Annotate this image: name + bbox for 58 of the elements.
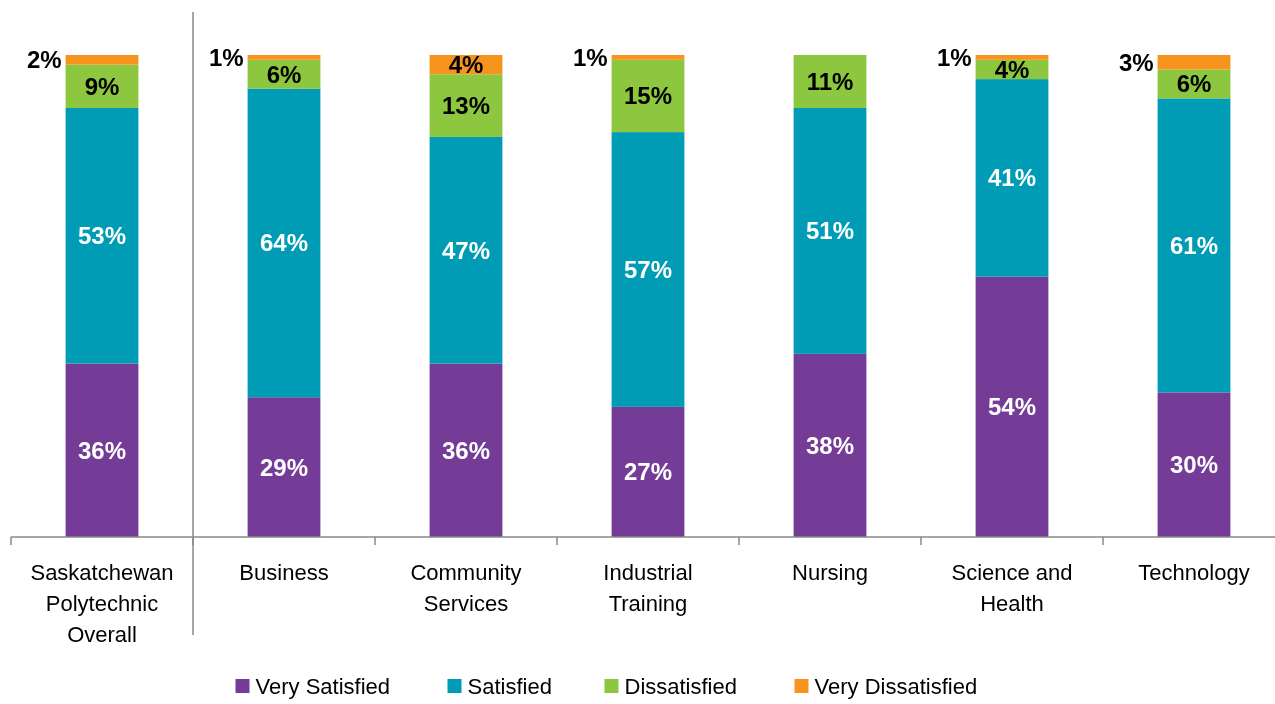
data-label: 30%: [1169, 451, 1219, 479]
bar: [1157, 98, 1231, 393]
x-tick-label: Technology: [1138, 559, 1250, 585]
x-tick-label: Industrial Training: [603, 559, 693, 616]
data-label: 11%: [806, 68, 854, 96]
x-tick-label: Saskatchewan Polytechnic Overall: [30, 559, 174, 647]
data-label: 51%: [805, 217, 855, 245]
data-label: 15%: [623, 82, 673, 110]
data-label: 3%: [1118, 48, 1154, 76]
data-label: 13%: [441, 92, 491, 120]
data-label: 29%: [259, 453, 309, 481]
data-label: 61%: [1169, 231, 1219, 259]
data-label: 1%: [208, 43, 244, 71]
bar: [247, 55, 321, 60]
bar: [429, 136, 503, 364]
bar: [247, 397, 321, 537]
bar: [611, 59, 685, 133]
data-label: 1%: [936, 43, 972, 71]
legend-label: Dissatisfied: [624, 673, 737, 699]
legend-label: Satisfied: [467, 673, 552, 699]
data-label: 41%: [987, 164, 1037, 192]
bar: [1157, 55, 1231, 70]
bar: [975, 55, 1049, 60]
bar: [611, 132, 685, 407]
bar: [65, 55, 139, 65]
x-tick-label: Business: [239, 559, 329, 585]
data-label: 6%: [266, 60, 302, 88]
x-tick-label: Community Services: [410, 559, 522, 616]
legend-label: Very Satisfied: [255, 673, 391, 699]
bar: [793, 108, 867, 354]
x-tick-label: Nursing: [792, 559, 868, 585]
bar: [611, 55, 685, 60]
data-label: 53%: [77, 222, 127, 250]
data-label: 64%: [259, 229, 309, 257]
bar: [975, 276, 1049, 537]
x-tick-label: Science and Health: [951, 559, 1073, 616]
data-label: 36%: [77, 436, 127, 464]
data-label: 38%: [805, 431, 855, 459]
data-label: 4%: [994, 55, 1030, 83]
data-label: 47%: [441, 236, 491, 264]
data-label: 1%: [572, 43, 608, 71]
data-label: 27%: [623, 458, 673, 486]
bar: [975, 79, 1049, 277]
bar: [793, 353, 867, 537]
bar: [429, 363, 503, 537]
bar: [65, 363, 139, 537]
data-label: 54%: [987, 393, 1037, 421]
bar: [1157, 392, 1231, 537]
data-label: 4%: [448, 51, 484, 79]
legend-label: Very Dissatisfied: [814, 673, 978, 699]
data-label: 57%: [623, 255, 673, 283]
bar: [65, 108, 139, 364]
data-label: 2%: [26, 46, 62, 74]
data-label: 36%: [441, 436, 491, 464]
bar: [247, 88, 321, 398]
data-label: 6%: [1176, 70, 1212, 98]
data-label: 9%: [84, 72, 120, 100]
bar: [611, 406, 685, 537]
